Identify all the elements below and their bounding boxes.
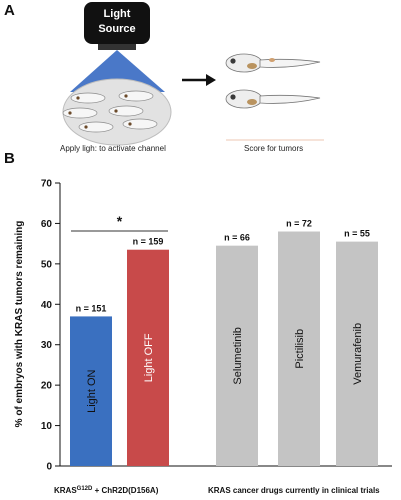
bar-label: Vemurafenib [352, 323, 364, 385]
group-label-kras-drugs: KRAS cancer drugs currently in clinical … [208, 486, 380, 495]
bar-label: Pictilisib [294, 329, 306, 369]
bar-label: Selumetinib [232, 327, 244, 384]
y-tick-label: 50 [41, 259, 53, 270]
panel-a-letter: A [4, 2, 15, 19]
y-tick-label: 10 [41, 421, 53, 432]
y-tick-label: 30 [41, 340, 53, 351]
bar-label: Light ON [86, 369, 98, 412]
significance-marker: * [117, 213, 123, 229]
bar [127, 249, 169, 466]
light-source-label-line2: Source [98, 23, 135, 35]
light-source-label-line1: Light [104, 8, 131, 20]
group-label-kras-chr2d: KRASG12D + ChR2D(D156A) [54, 486, 159, 495]
y-tick-label: 60 [41, 219, 53, 230]
bar [278, 231, 320, 466]
tadpole-top [225, 53, 321, 73]
caption-score-tumors: Score for tumors [244, 144, 304, 153]
y-tick-label: 20 [41, 381, 53, 392]
bar-n-label: n = 72 [286, 219, 312, 229]
y-tick-label: 40 [41, 300, 53, 311]
light-source-lens [98, 44, 136, 50]
y-tick-label: 0 [46, 462, 52, 473]
bar-n-label: n = 55 [344, 229, 370, 239]
y-tick-label: 70 [41, 179, 53, 190]
arrow-head-icon [206, 74, 216, 86]
embryo-group [62, 90, 158, 133]
panel-b-letter: B [4, 150, 15, 167]
bar-n-label: n = 159 [133, 237, 164, 247]
bar [70, 316, 112, 466]
bar-label: Light OFF [143, 333, 155, 382]
bar-n-label: n = 66 [224, 233, 250, 243]
y-axis-label: % of embryos with KRAS tumors remaining [14, 221, 25, 428]
tadpole-bottom [225, 89, 321, 109]
bar-n-label: n = 151 [76, 303, 107, 313]
embryo-eyes [68, 94, 132, 129]
light-source-box [84, 2, 150, 44]
bar [336, 241, 378, 466]
bar [216, 245, 258, 466]
caption-apply-light: Apply ligh: to activate channel [60, 144, 166, 153]
light-cone [70, 50, 165, 92]
